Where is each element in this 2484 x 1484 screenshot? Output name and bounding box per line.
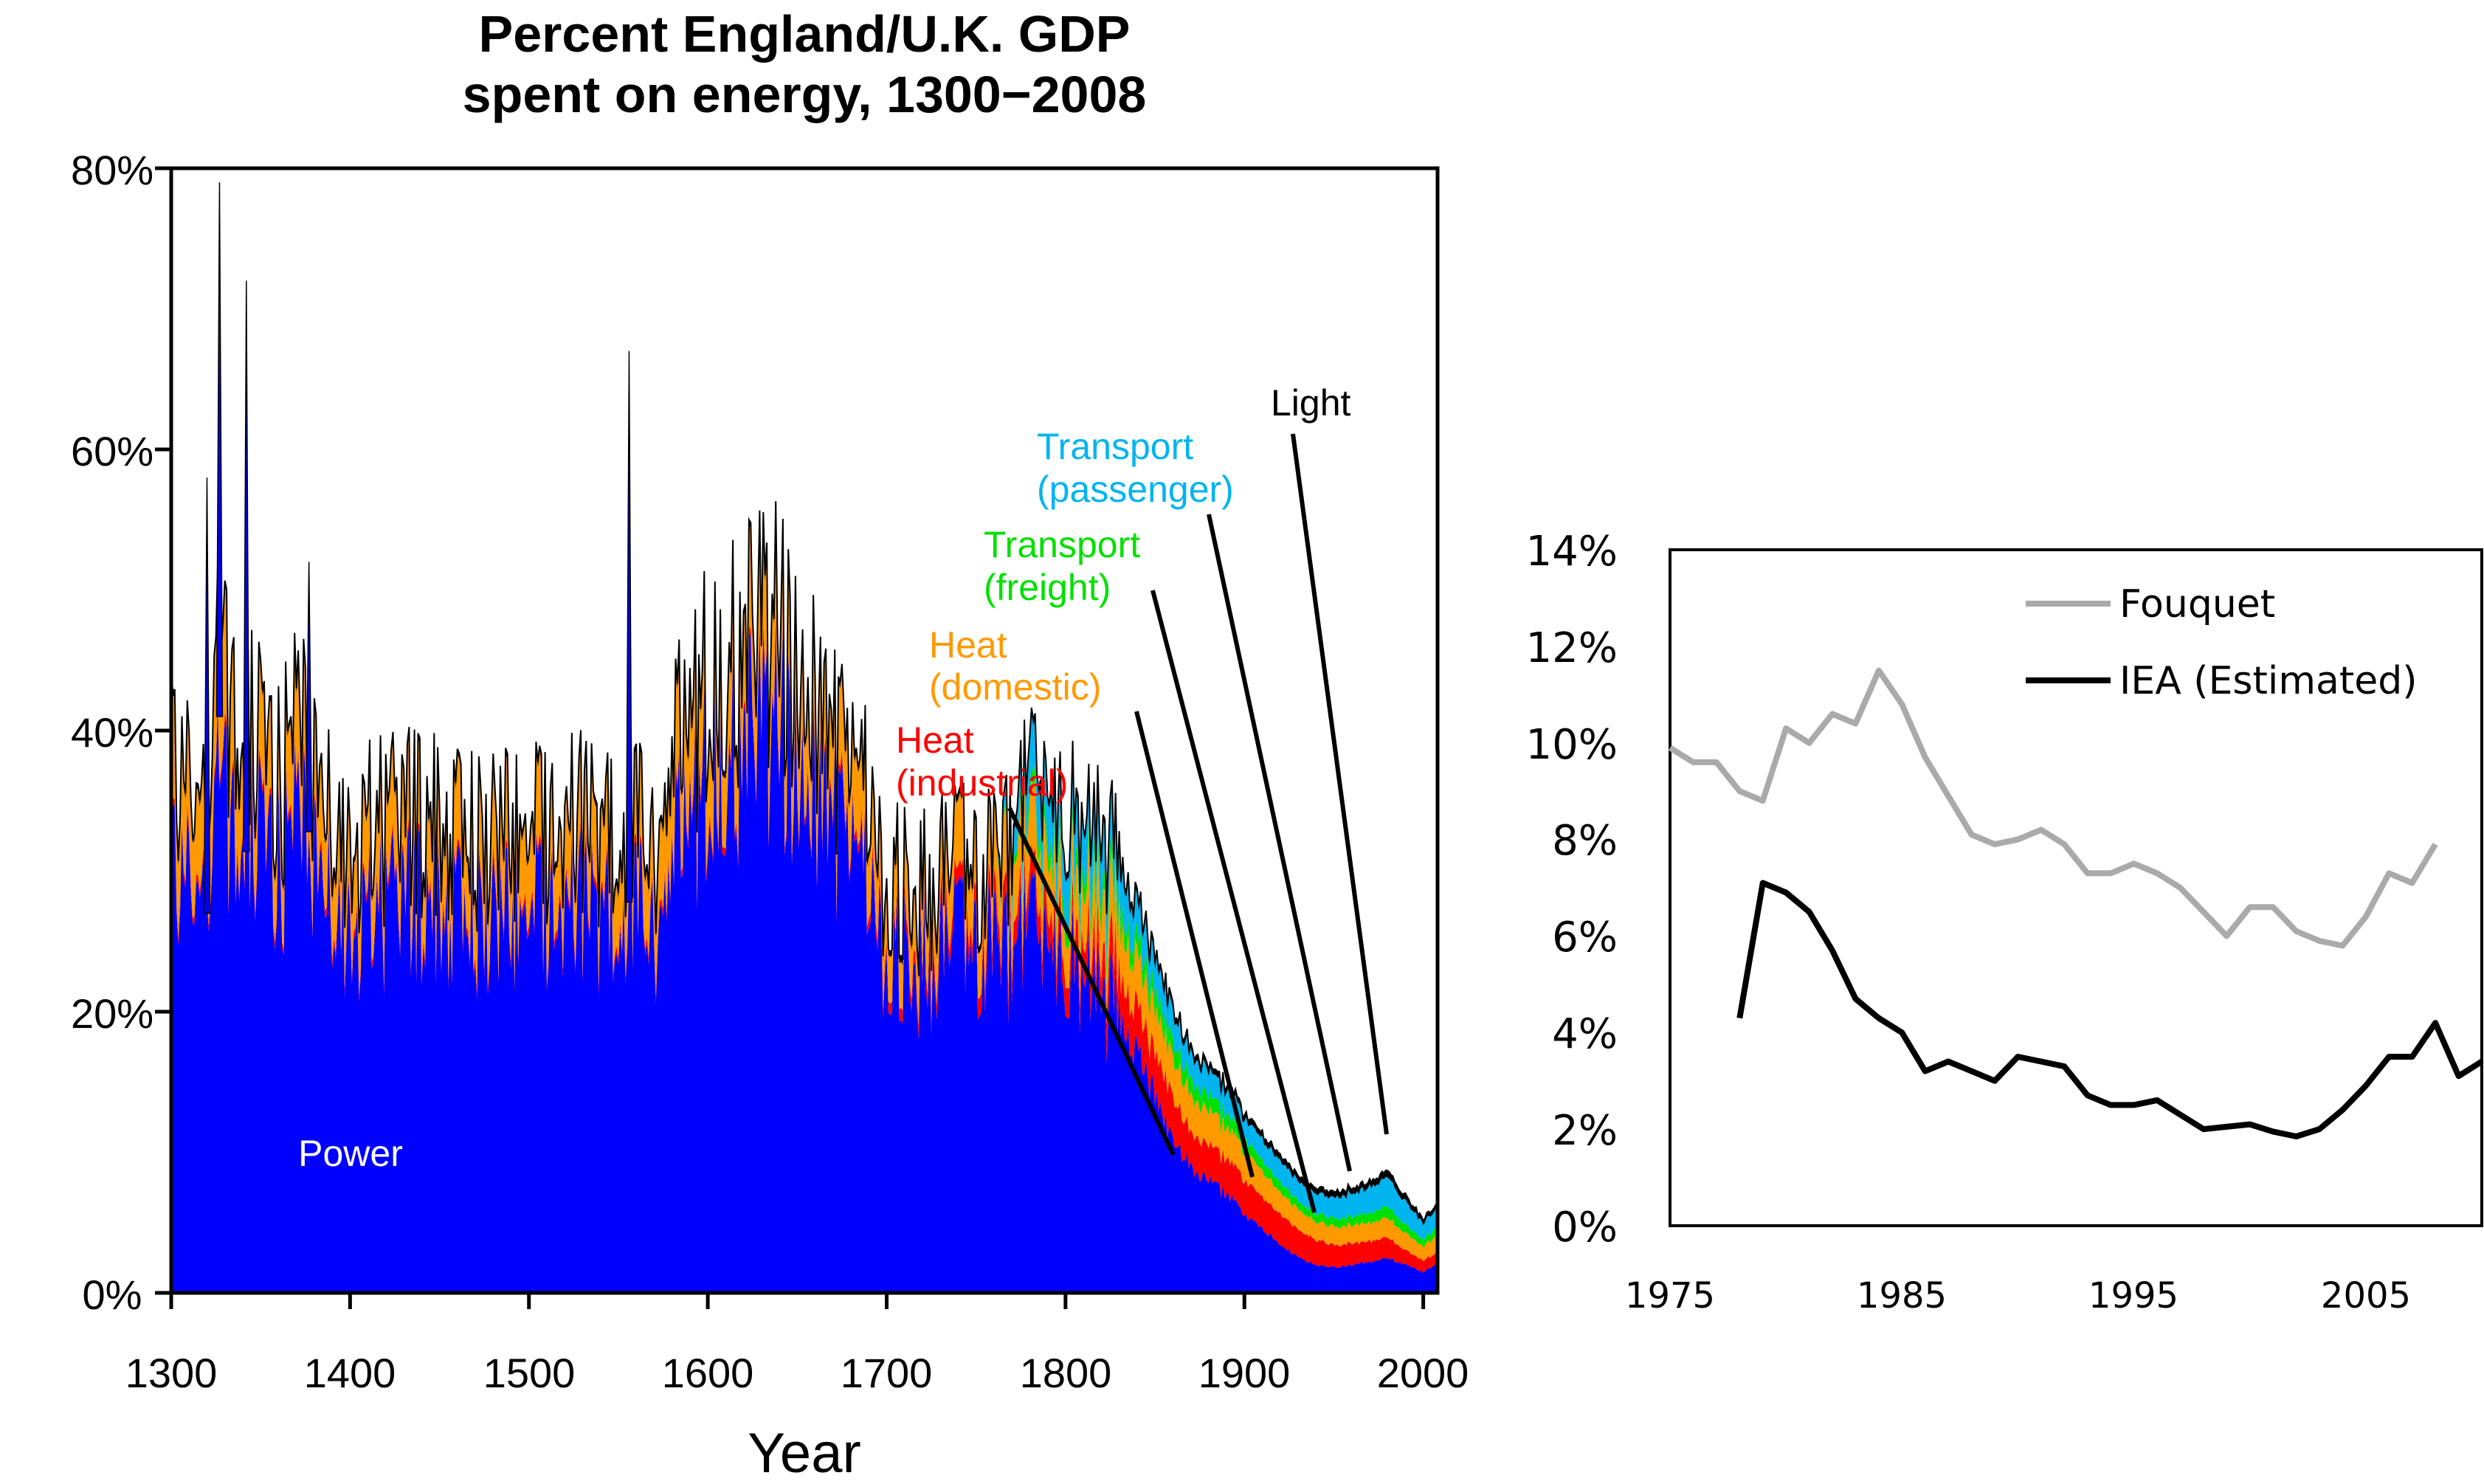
chart-title-line-2: spent on energy, 1300−2008: [463, 66, 1147, 123]
legend-label-fouquet: Fouquet: [2119, 582, 2275, 627]
y-tick-label: 60%: [71, 428, 153, 474]
x-tick-label: 1975: [1625, 1275, 1715, 1316]
y-tick-label: 14%: [1526, 528, 1618, 576]
label-heat-domestic-1: Heat: [929, 624, 1007, 666]
right-line-series: [1668, 667, 2484, 1139]
leader-line-light: [1291, 433, 1389, 1135]
label-transport-passenger-1: Transport: [1037, 426, 1193, 467]
line-iea: [1736, 880, 2484, 1139]
y-tick-label: 10%: [1526, 721, 1618, 769]
label-heat-industrial-1: Heat: [896, 719, 974, 761]
line-fouquet: [1668, 667, 2438, 949]
x-axis-label: Year: [748, 1422, 861, 1484]
left-y-tick-marks: [155, 166, 171, 1295]
x-tick-label: 1995: [2088, 1275, 2178, 1316]
x-tick-label: 1500: [483, 1350, 576, 1396]
right-y-axis: 0% 2% 4% 6% 8% 10% 12% 14%: [1526, 528, 1618, 1252]
left-y-axis: 0% 20% 40% 60% 80%: [71, 147, 153, 1318]
right-x-axis: 1975 1985 1995 2005: [1625, 1275, 2411, 1316]
label-transport-passenger-2: (passenger): [1037, 469, 1234, 510]
total-outline: [170, 501, 1438, 1223]
label-transport-freight-1: Transport: [984, 524, 1140, 565]
y-tick-label: 80%: [71, 147, 153, 193]
left-x-axis: 1300 1400 1500 1600 1700 1800 1900 2000: [125, 1350, 1469, 1396]
spike-mark: [305, 562, 313, 832]
x-tick-label: 1800: [1020, 1350, 1112, 1396]
y-tick-label: 40%: [71, 709, 153, 756]
y-tick-label: 6%: [1552, 914, 1618, 962]
spike-mark: [243, 280, 250, 852]
label-light: Light: [1271, 382, 1351, 424]
x-tick-label: 1900: [1198, 1350, 1291, 1396]
spike-mark: [625, 351, 633, 903]
label-transport-freight-2: (freight): [984, 567, 1111, 608]
label-heat-domestic-2: (domestic): [929, 666, 1101, 708]
y-tick-label: 12%: [1526, 624, 1618, 672]
legend: Fouquet IEA (Estimated): [2026, 582, 2418, 703]
label-heat-industrial-2: (industrial): [896, 762, 1068, 804]
legend-label-iea: IEA (Estimated): [2119, 659, 2418, 703]
leader-line-heat-industrial: [1007, 807, 1176, 1156]
left-x-tick-marks: [169, 1293, 1426, 1309]
x-tick-label: 1300: [125, 1350, 218, 1396]
y-tick-label: 4%: [1552, 1010, 1618, 1058]
x-tick-label: 2000: [1377, 1350, 1469, 1396]
chart-title-line-1: Percent England/U.K. GDP: [479, 5, 1131, 63]
area-power: [171, 615, 1438, 1293]
x-tick-label: 1700: [841, 1350, 933, 1396]
spike-mark: [215, 182, 224, 717]
spike-mark: [203, 477, 211, 914]
y-tick-label: 2%: [1552, 1107, 1618, 1155]
leader-line-heat-domestic: [1134, 711, 1255, 1178]
leader-line-transport-freight: [1150, 590, 1317, 1213]
y-tick-label: 20%: [71, 990, 153, 1037]
y-tick-label: 0%: [83, 1271, 142, 1318]
right-plot-frame: [1669, 548, 2483, 1227]
y-tick-label: 0%: [1552, 1204, 1618, 1252]
x-tick-label: 1600: [662, 1350, 754, 1396]
x-tick-label: 1400: [304, 1350, 396, 1396]
spike-marks: [203, 182, 633, 914]
stacked-area-layers: [170, 501, 1438, 1293]
label-power: Power: [298, 1133, 403, 1174]
x-tick-label: 2005: [2321, 1275, 2411, 1316]
leader-line-transport-passenger: [1207, 514, 1352, 1172]
x-tick-label: 1985: [1857, 1275, 1947, 1316]
y-tick-label: 8%: [1552, 817, 1618, 865]
